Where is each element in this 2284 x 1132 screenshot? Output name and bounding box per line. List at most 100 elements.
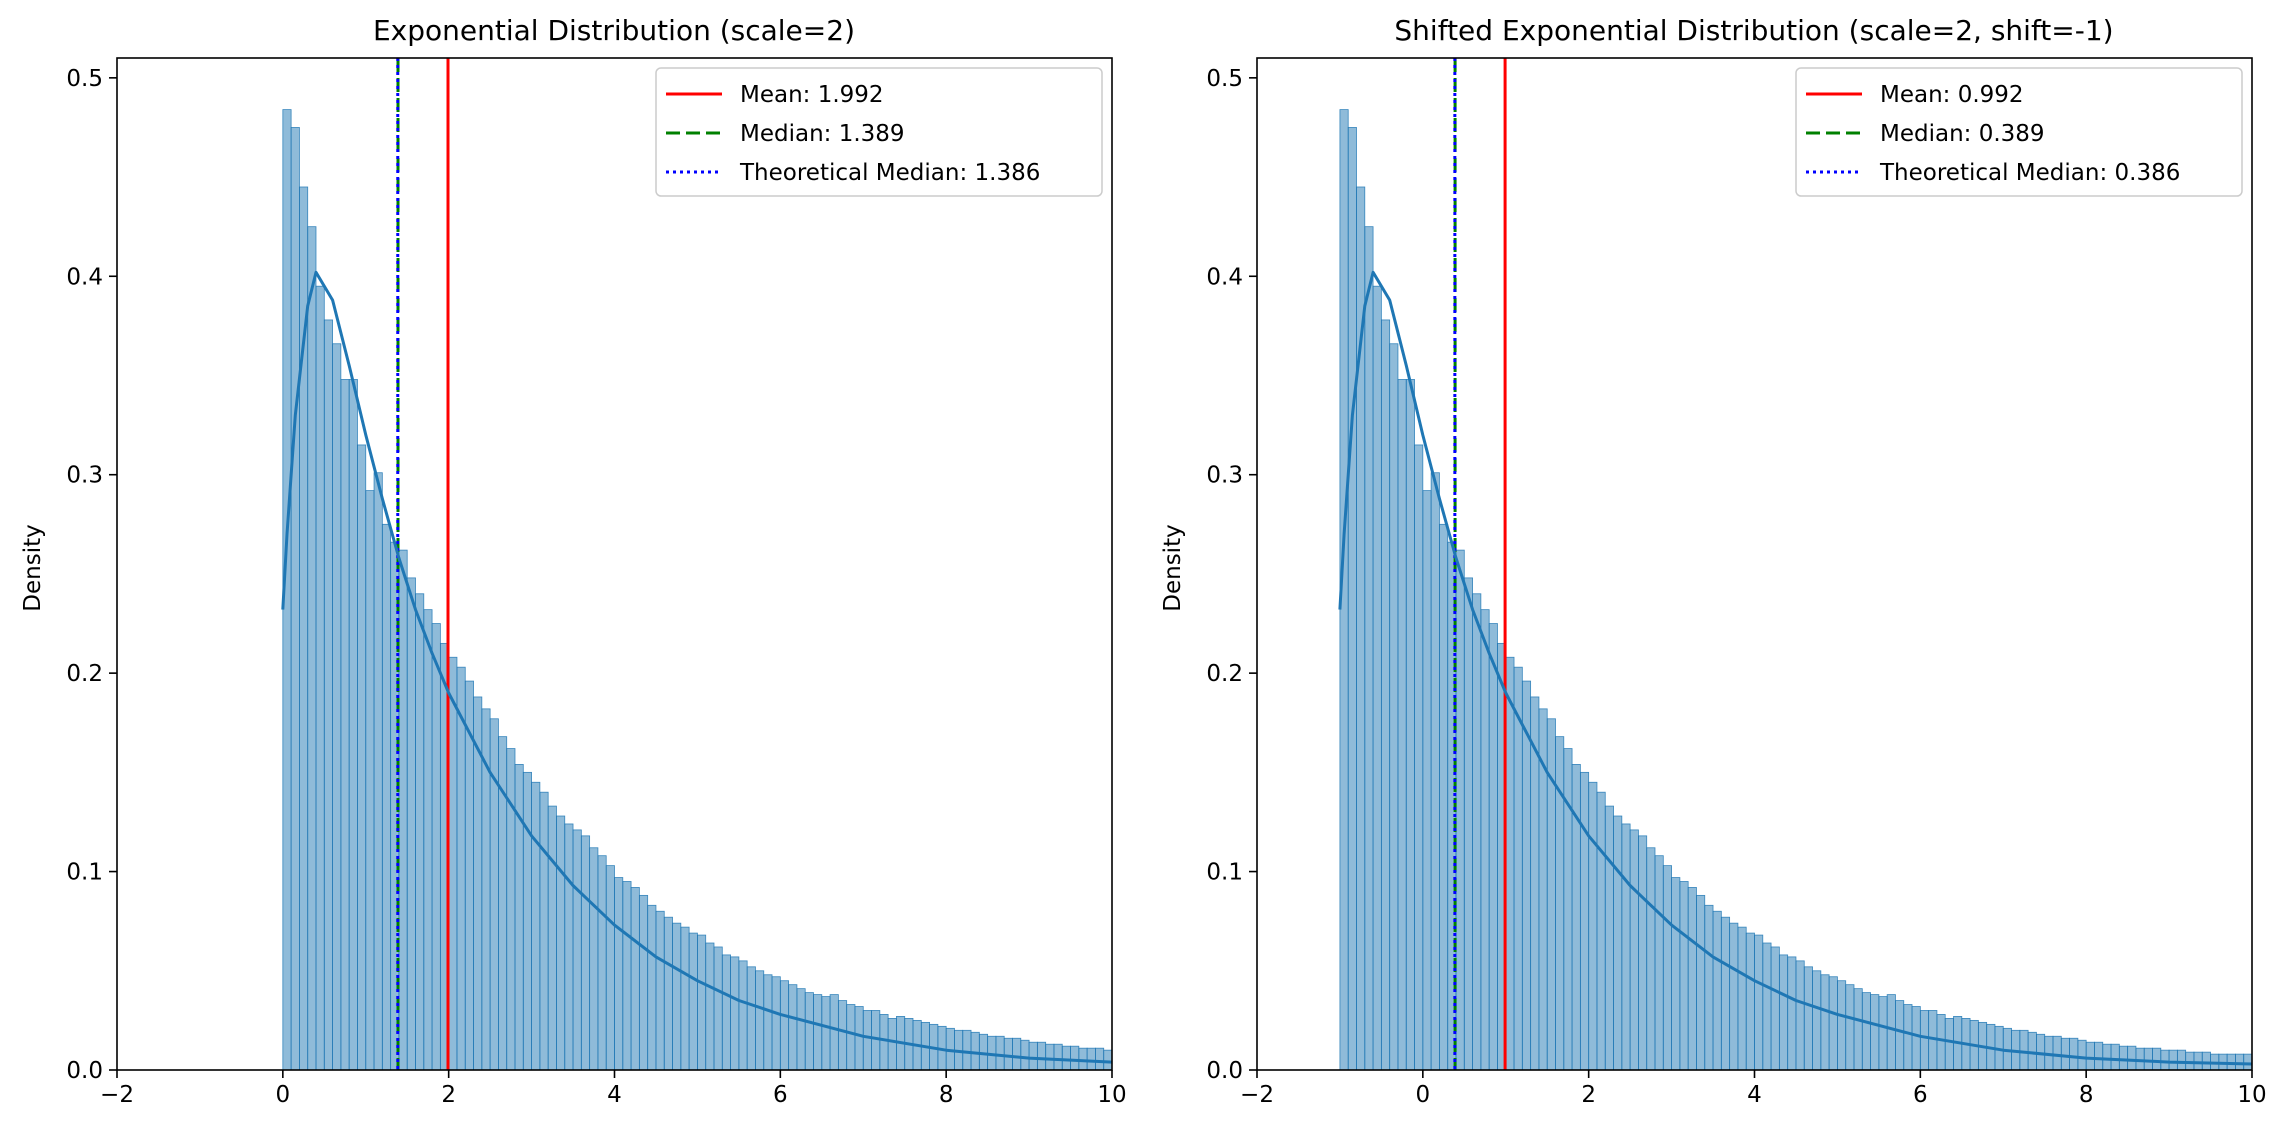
histogram-bar [721,954,731,1071]
histogram-bar [506,748,516,1071]
y-tick-label: 0.0 [1206,1058,1243,1084]
histogram-bar [1463,577,1473,1071]
histogram-bar [887,1018,897,1071]
histogram-bar [630,887,640,1071]
y-tick-label: 0.3 [1206,463,1243,489]
histogram-bar [2168,1049,2178,1071]
histogram-bar [547,805,557,1071]
histogram-bar [1903,1004,1913,1071]
histogram-bar [1812,970,1822,1071]
histogram-bar [738,960,748,1071]
histogram-bar [332,343,342,1071]
histogram-bar [1012,1037,1022,1071]
histogram-bar [2160,1049,2170,1071]
chart-title: Shifted Exponential Distribution (scale=… [1394,14,2113,47]
histogram-bar [837,1000,848,1071]
legend-label: Median: 1.389 [740,121,905,147]
histogram-bar [1020,1039,1030,1071]
y-tick-label: 0.3 [66,463,103,489]
x-tick-label: 4 [1747,1082,1762,1108]
histogram-bar [995,1035,1005,1071]
histogram-bar [1795,960,1805,1071]
histogram-bar [1787,956,1797,1071]
histogram-bar [1679,881,1689,1071]
histogram-bar [307,226,317,1071]
histogram-bar [2094,1041,2104,1071]
reference-lines [396,58,450,1070]
histogram-bar [1546,718,1556,1071]
histogram-bar [315,285,325,1071]
histogram-bar [821,996,831,1071]
y-tick-label: 0.2 [1206,661,1243,687]
histogram-bar [1086,1047,1096,1071]
y-axis: 0.0 0.1 0.2 0.3 0.4 0.5 [1206,66,1257,1084]
histogram-bar [1604,805,1614,1071]
histogram-bar [746,966,756,1071]
histogram-bar [1389,343,1399,1071]
histogram-bar [1613,815,1623,1071]
histogram-bar [796,988,806,1071]
histogram-bars [1339,109,2253,1071]
kde-line [281,270,1113,1064]
histogram-bar [755,970,765,1071]
histogram-bars [282,109,1113,1071]
histogram-bar [763,974,773,1071]
histogram-bar [1364,226,1374,1071]
histogram-bar [1372,285,1382,1071]
histogram-bar [2243,1053,2253,1071]
y-tick-label: 0.5 [66,66,103,92]
histogram-bar [589,847,599,1071]
histogram-bar [406,577,416,1071]
histogram-bar [1687,887,1697,1071]
x-tick-label: 0 [1416,1082,1431,1108]
kde-curve [281,270,1113,1064]
histogram-bar [381,523,392,1071]
histogram-bar [970,1031,980,1071]
histogram-bar [290,127,300,1071]
histogram-bar [1762,942,1772,1071]
histogram-bar [1803,966,1813,1071]
histogram-bar [1911,1006,1921,1071]
histogram-bar [672,922,682,1071]
histogram-bar [688,932,698,1071]
histogram-bar [1704,904,1714,1071]
histogram-bar [2102,1043,2112,1071]
histogram-bar [1380,319,1391,1071]
histogram-bar [788,984,798,1071]
histogram-bar [340,379,350,1071]
histogram-bar [1036,1041,1047,1071]
histogram-bar [1061,1045,1071,1071]
histogram-bar [1588,781,1598,1071]
histogram-bar [1053,1043,1063,1071]
y-tick-label: 0.1 [1206,860,1243,886]
histogram-bar [2143,1047,2153,1071]
kde-curve [1338,270,2253,1066]
histogram-bar [1488,623,1498,1071]
histogram-bar [597,855,607,1071]
x-axis: −2 0 2 4 6 8 10 [100,1070,1127,1108]
histogram-bar [1886,994,1896,1071]
legend-box [1795,67,2243,197]
histogram-bar [655,910,665,1071]
histogram-bar [423,609,433,1071]
histogram-bar [2118,1045,2129,1071]
histogram-bar [705,942,715,1071]
legend-label: Mean: 1.992 [740,82,884,108]
histogram-bar [1720,916,1731,1071]
histogram-bar [1621,823,1631,1071]
histogram-bar [622,881,632,1071]
histogram-bar [1070,1045,1080,1071]
histogram-bar [1439,523,1449,1071]
histogram-bar [2193,1051,2203,1071]
histogram-bar [539,791,549,1071]
chart-panel-right: Shifted Exponential Distribution (scale=… [1160,14,2267,1108]
histogram-bar [1480,609,1490,1071]
histogram-bar [1579,771,1590,1071]
histogram-bar [2127,1045,2137,1071]
histogram-bar [2152,1047,2162,1071]
histogram-bar [829,994,839,1071]
histogram-bar [1028,1041,1038,1071]
histogram-bar [813,994,823,1071]
y-axis-label: Density [1160,524,1186,611]
